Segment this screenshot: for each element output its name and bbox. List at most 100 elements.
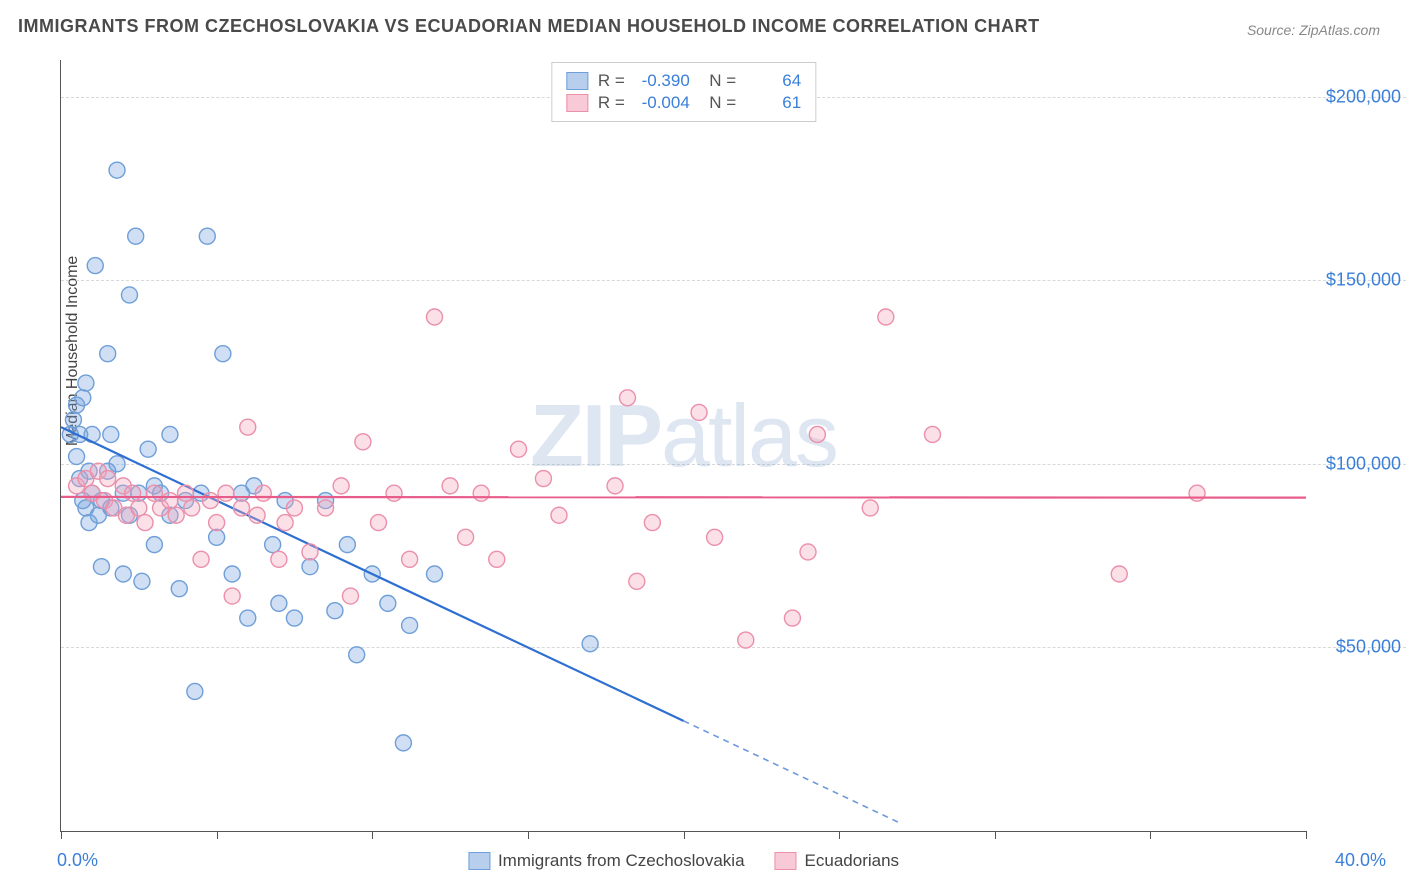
x-tick	[1306, 831, 1307, 839]
data-point	[784, 610, 800, 626]
x-tick	[217, 831, 218, 839]
y-tick-label: $50,000	[1336, 637, 1401, 658]
data-point	[551, 507, 567, 523]
source-label: Source: ZipAtlas.com	[1247, 22, 1380, 38]
data-point	[240, 419, 256, 435]
legend-row-1: R = -0.390 N = 64	[566, 71, 801, 91]
data-point	[342, 588, 358, 604]
regression-line	[61, 497, 1306, 498]
data-point	[511, 441, 527, 457]
data-point	[69, 449, 85, 465]
chart-svg	[61, 60, 1306, 831]
data-point	[193, 551, 209, 567]
data-point	[215, 346, 231, 362]
data-point	[473, 485, 489, 501]
n-value-1: 64	[746, 71, 801, 91]
data-point	[75, 390, 91, 406]
data-point	[370, 515, 386, 531]
data-point	[146, 485, 162, 501]
data-point	[395, 735, 411, 751]
y-tick-label: $100,000	[1326, 453, 1401, 474]
data-point	[249, 507, 265, 523]
data-point	[199, 228, 215, 244]
data-point	[178, 485, 194, 501]
data-point	[240, 610, 256, 626]
plot-area: Median Household Income ZIPatlas $50,000…	[60, 60, 1306, 832]
data-point	[878, 309, 894, 325]
data-point	[427, 309, 443, 325]
data-point	[78, 375, 94, 391]
data-point	[187, 683, 203, 699]
data-point	[286, 610, 302, 626]
x-tick	[61, 831, 62, 839]
data-point	[442, 478, 458, 494]
data-point	[271, 551, 287, 567]
n-label-1: N =	[700, 71, 736, 91]
r-value-1: -0.390	[635, 71, 690, 91]
data-point	[224, 588, 240, 604]
data-point	[184, 500, 200, 516]
data-point	[255, 485, 271, 501]
data-point	[286, 500, 302, 516]
legend-item-2: Ecuadorians	[775, 851, 900, 871]
data-point	[327, 603, 343, 619]
n-value-2: 61	[746, 93, 801, 113]
data-point	[302, 544, 318, 560]
swatch-bottom-series-2	[775, 852, 797, 870]
x-tick	[684, 831, 685, 839]
x-axis-left-label: 0.0%	[57, 850, 98, 871]
data-point	[234, 500, 250, 516]
data-point	[925, 426, 941, 442]
data-point	[109, 162, 125, 178]
r-value-2: -0.004	[635, 93, 690, 113]
data-point	[302, 559, 318, 575]
data-point	[707, 529, 723, 545]
data-point	[209, 515, 225, 531]
data-point	[489, 551, 505, 567]
data-point	[339, 537, 355, 553]
x-tick	[372, 831, 373, 839]
data-point	[100, 346, 116, 362]
data-point	[162, 493, 178, 509]
regression-line-extrapolated	[684, 721, 902, 824]
data-point	[65, 412, 81, 428]
data-point	[402, 617, 418, 633]
data-point	[800, 544, 816, 560]
regression-line	[61, 427, 684, 721]
x-tick	[995, 831, 996, 839]
data-point	[386, 485, 402, 501]
data-point	[109, 456, 125, 472]
data-point	[140, 441, 156, 457]
data-point	[607, 478, 623, 494]
data-point	[115, 566, 131, 582]
r-label-2: R =	[598, 93, 625, 113]
data-point	[355, 434, 371, 450]
data-point	[644, 515, 660, 531]
data-point	[582, 636, 598, 652]
data-point	[535, 471, 551, 487]
data-point	[137, 515, 153, 531]
x-tick	[1150, 831, 1151, 839]
x-tick	[839, 831, 840, 839]
data-point	[318, 500, 334, 516]
data-point	[809, 426, 825, 442]
data-point	[349, 647, 365, 663]
y-tick-label: $150,000	[1326, 270, 1401, 291]
data-point	[125, 485, 141, 501]
data-point	[862, 500, 878, 516]
swatch-series-1	[566, 72, 588, 90]
data-point	[100, 471, 116, 487]
data-point	[619, 390, 635, 406]
data-point	[265, 537, 281, 553]
y-tick-label: $200,000	[1326, 86, 1401, 107]
chart-container: IMMIGRANTS FROM CZECHOSLOVAKIA VS ECUADO…	[0, 0, 1406, 892]
swatch-bottom-series-1	[468, 852, 490, 870]
data-point	[427, 566, 443, 582]
data-point	[402, 551, 418, 567]
data-point	[380, 595, 396, 611]
data-point	[168, 507, 184, 523]
n-label-2: N =	[700, 93, 736, 113]
data-point	[218, 485, 234, 501]
chart-title: IMMIGRANTS FROM CZECHOSLOVAKIA VS ECUADO…	[18, 16, 1040, 37]
data-point	[1111, 566, 1127, 582]
